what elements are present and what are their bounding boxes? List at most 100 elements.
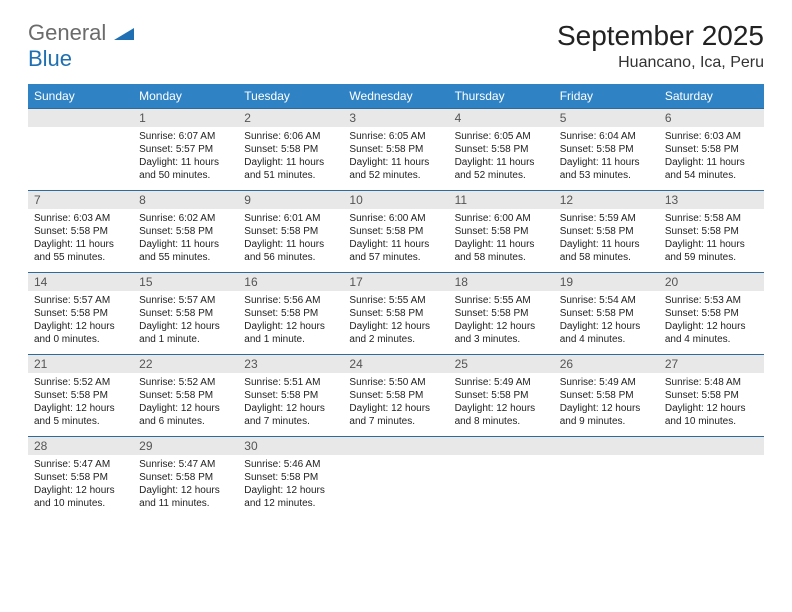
daylight-text: Daylight: 11 hours and 53 minutes. [560, 156, 653, 182]
sunrise-text: Sunrise: 5:49 AM [560, 376, 653, 389]
day-number: 27 [659, 355, 764, 373]
sunrise-text: Sunrise: 6:01 AM [244, 212, 337, 225]
sunrise-text: Sunrise: 6:05 AM [349, 130, 442, 143]
calendar-week-row: 14Sunrise: 5:57 AMSunset: 5:58 PMDayligh… [28, 273, 764, 355]
day-number: 23 [238, 355, 343, 373]
calendar-day-cell: 18Sunrise: 5:55 AMSunset: 5:58 PMDayligh… [449, 273, 554, 355]
calendar-day-cell: 3Sunrise: 6:05 AMSunset: 5:58 PMDaylight… [343, 109, 448, 191]
day-details: Sunrise: 6:06 AMSunset: 5:58 PMDaylight:… [238, 127, 343, 186]
calendar-day-cell: 23Sunrise: 5:51 AMSunset: 5:58 PMDayligh… [238, 355, 343, 437]
daylight-text: Daylight: 12 hours and 3 minutes. [455, 320, 548, 346]
daylight-text: Daylight: 11 hours and 54 minutes. [665, 156, 758, 182]
weekday-header: Friday [554, 84, 659, 109]
day-number: 24 [343, 355, 448, 373]
sunset-text: Sunset: 5:58 PM [349, 389, 442, 402]
day-number [343, 437, 448, 455]
daylight-text: Daylight: 12 hours and 10 minutes. [665, 402, 758, 428]
sunrise-text: Sunrise: 5:49 AM [455, 376, 548, 389]
sunrise-text: Sunrise: 6:00 AM [349, 212, 442, 225]
day-number: 17 [343, 273, 448, 291]
calendar-empty-cell [659, 437, 764, 519]
sunset-text: Sunset: 5:58 PM [244, 225, 337, 238]
calendar-day-cell: 12Sunrise: 5:59 AMSunset: 5:58 PMDayligh… [554, 191, 659, 273]
sunset-text: Sunset: 5:58 PM [139, 225, 232, 238]
day-details: Sunrise: 5:57 AMSunset: 5:58 PMDaylight:… [28, 291, 133, 350]
sunrise-text: Sunrise: 5:52 AM [139, 376, 232, 389]
sunset-text: Sunset: 5:58 PM [665, 225, 758, 238]
calendar-day-cell: 25Sunrise: 5:49 AMSunset: 5:58 PMDayligh… [449, 355, 554, 437]
daylight-text: Daylight: 12 hours and 7 minutes. [244, 402, 337, 428]
day-number: 25 [449, 355, 554, 373]
sunrise-text: Sunrise: 5:58 AM [665, 212, 758, 225]
sunset-text: Sunset: 5:58 PM [139, 389, 232, 402]
sunset-text: Sunset: 5:58 PM [349, 143, 442, 156]
weekday-header: Tuesday [238, 84, 343, 109]
daylight-text: Daylight: 12 hours and 5 minutes. [34, 402, 127, 428]
calendar-empty-cell [554, 437, 659, 519]
daylight-text: Daylight: 12 hours and 8 minutes. [455, 402, 548, 428]
day-number [659, 437, 764, 455]
brand-triangle-icon [114, 26, 134, 45]
sunrise-text: Sunrise: 5:48 AM [665, 376, 758, 389]
daylight-text: Daylight: 12 hours and 12 minutes. [244, 484, 337, 510]
calendar-header-row: SundayMondayTuesdayWednesdayThursdayFrid… [28, 84, 764, 109]
day-number: 6 [659, 109, 764, 127]
weekday-header: Saturday [659, 84, 764, 109]
calendar-page: General Blue September 2025 Huancano, Ic… [0, 0, 792, 539]
sunset-text: Sunset: 5:58 PM [665, 143, 758, 156]
day-number: 30 [238, 437, 343, 455]
calendar-day-cell: 30Sunrise: 5:46 AMSunset: 5:58 PMDayligh… [238, 437, 343, 519]
day-details: Sunrise: 6:03 AMSunset: 5:58 PMDaylight:… [28, 209, 133, 268]
sunrise-text: Sunrise: 6:04 AM [560, 130, 653, 143]
daylight-text: Daylight: 12 hours and 6 minutes. [139, 402, 232, 428]
daylight-text: Daylight: 11 hours and 50 minutes. [139, 156, 232, 182]
day-details: Sunrise: 5:49 AMSunset: 5:58 PMDaylight:… [554, 373, 659, 432]
daylight-text: Daylight: 12 hours and 11 minutes. [139, 484, 232, 510]
sunrise-text: Sunrise: 5:51 AM [244, 376, 337, 389]
sunset-text: Sunset: 5:58 PM [349, 225, 442, 238]
sunrise-text: Sunrise: 5:50 AM [349, 376, 442, 389]
day-details: Sunrise: 5:57 AMSunset: 5:58 PMDaylight:… [133, 291, 238, 350]
calendar-empty-cell [449, 437, 554, 519]
daylight-text: Daylight: 11 hours and 56 minutes. [244, 238, 337, 264]
calendar-day-cell: 20Sunrise: 5:53 AMSunset: 5:58 PMDayligh… [659, 273, 764, 355]
daylight-text: Daylight: 12 hours and 0 minutes. [34, 320, 127, 346]
day-details: Sunrise: 5:48 AMSunset: 5:58 PMDaylight:… [659, 373, 764, 432]
daylight-text: Daylight: 11 hours and 58 minutes. [455, 238, 548, 264]
calendar-body: 1Sunrise: 6:07 AMSunset: 5:57 PMDaylight… [28, 109, 764, 519]
sunset-text: Sunset: 5:58 PM [244, 307, 337, 320]
brand-part2: Blue [28, 46, 72, 71]
daylight-text: Daylight: 11 hours and 57 minutes. [349, 238, 442, 264]
calendar-week-row: 21Sunrise: 5:52 AMSunset: 5:58 PMDayligh… [28, 355, 764, 437]
page-header: General Blue September 2025 Huancano, Ic… [28, 20, 764, 72]
day-details: Sunrise: 5:52 AMSunset: 5:58 PMDaylight:… [133, 373, 238, 432]
calendar-empty-cell [28, 109, 133, 191]
day-details: Sunrise: 6:00 AMSunset: 5:58 PMDaylight:… [449, 209, 554, 268]
sunset-text: Sunset: 5:58 PM [34, 471, 127, 484]
sunset-text: Sunset: 5:58 PM [665, 307, 758, 320]
calendar-day-cell: 14Sunrise: 5:57 AMSunset: 5:58 PMDayligh… [28, 273, 133, 355]
day-number: 22 [133, 355, 238, 373]
sunrise-text: Sunrise: 6:06 AM [244, 130, 337, 143]
brand-logo: General Blue [28, 20, 134, 72]
daylight-text: Daylight: 11 hours and 59 minutes. [665, 238, 758, 264]
day-number [449, 437, 554, 455]
calendar-day-cell: 19Sunrise: 5:54 AMSunset: 5:58 PMDayligh… [554, 273, 659, 355]
sunrise-text: Sunrise: 5:47 AM [139, 458, 232, 471]
daylight-text: Daylight: 11 hours and 52 minutes. [349, 156, 442, 182]
day-details: Sunrise: 5:52 AMSunset: 5:58 PMDaylight:… [28, 373, 133, 432]
day-details: Sunrise: 6:07 AMSunset: 5:57 PMDaylight:… [133, 127, 238, 186]
sunrise-text: Sunrise: 6:00 AM [455, 212, 548, 225]
day-details: Sunrise: 5:53 AMSunset: 5:58 PMDaylight:… [659, 291, 764, 350]
sunrise-text: Sunrise: 5:57 AM [139, 294, 232, 307]
calendar-day-cell: 22Sunrise: 5:52 AMSunset: 5:58 PMDayligh… [133, 355, 238, 437]
calendar-day-cell: 7Sunrise: 6:03 AMSunset: 5:58 PMDaylight… [28, 191, 133, 273]
day-details: Sunrise: 5:49 AMSunset: 5:58 PMDaylight:… [449, 373, 554, 432]
calendar-day-cell: 29Sunrise: 5:47 AMSunset: 5:58 PMDayligh… [133, 437, 238, 519]
calendar-day-cell: 2Sunrise: 6:06 AMSunset: 5:58 PMDaylight… [238, 109, 343, 191]
day-details: Sunrise: 5:58 AMSunset: 5:58 PMDaylight:… [659, 209, 764, 268]
weekday-header: Wednesday [343, 84, 448, 109]
calendar-day-cell: 24Sunrise: 5:50 AMSunset: 5:58 PMDayligh… [343, 355, 448, 437]
sunrise-text: Sunrise: 5:55 AM [349, 294, 442, 307]
sunset-text: Sunset: 5:58 PM [34, 389, 127, 402]
